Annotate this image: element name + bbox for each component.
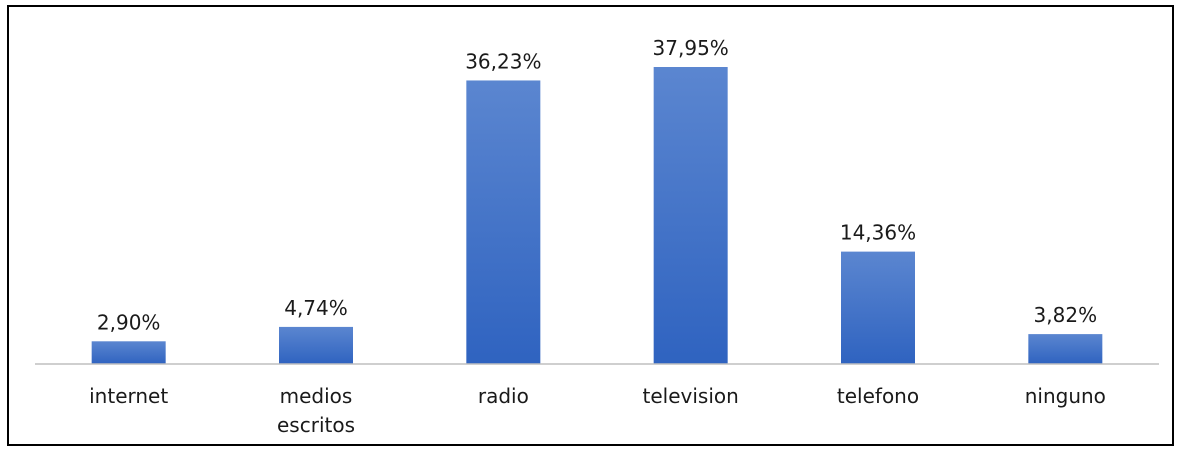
chart-frame: [7, 5, 1174, 446]
category-label: escritos: [277, 413, 355, 437]
bar-television: [653, 67, 728, 364]
category-label: medios: [280, 384, 353, 408]
data-label: 36,23%: [465, 49, 541, 73]
category-label: internet: [89, 384, 168, 408]
data-label: 14,36%: [840, 221, 916, 245]
bar-radio: [466, 80, 541, 364]
data-label: 3,82%: [1034, 303, 1098, 327]
data-label: 4,74%: [284, 296, 348, 320]
bar-medios-escritos: [279, 326, 353, 364]
data-label: 37,95%: [653, 36, 729, 60]
bar-telefono: [841, 251, 915, 364]
category-label: radio: [478, 384, 529, 408]
category-label: television: [643, 384, 739, 408]
category-label: ninguno: [1025, 384, 1106, 408]
category-label: telefono: [837, 384, 919, 408]
bar-internet: [91, 341, 166, 364]
bar-ninguno: [1028, 334, 1103, 364]
data-label: 2,90%: [97, 310, 161, 334]
